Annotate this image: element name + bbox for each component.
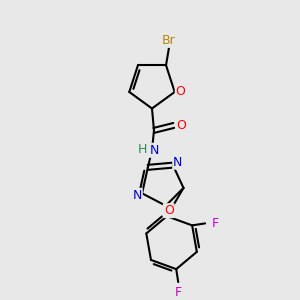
Text: F: F: [175, 286, 182, 298]
Text: O: O: [176, 85, 186, 98]
Text: N: N: [149, 144, 159, 157]
Text: O: O: [164, 204, 174, 217]
Text: F: F: [212, 217, 219, 230]
Text: N: N: [132, 189, 142, 202]
Text: Br: Br: [162, 34, 176, 47]
Text: O: O: [176, 119, 186, 132]
Text: N: N: [173, 156, 183, 169]
Text: H: H: [137, 143, 147, 156]
